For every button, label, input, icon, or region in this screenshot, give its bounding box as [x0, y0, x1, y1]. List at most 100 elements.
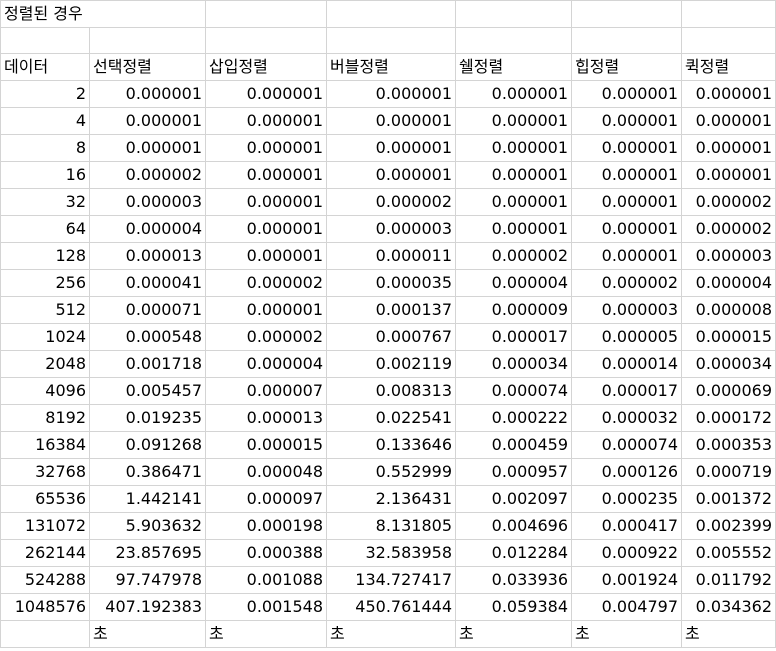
data-size-cell[interactable]: 256: [0, 269, 90, 297]
time-cell[interactable]: 0.000001: [571, 134, 682, 162]
empty-cell[interactable]: [681, 0, 776, 28]
time-cell[interactable]: 0.000001: [681, 134, 776, 162]
time-cell[interactable]: 0.000003: [326, 215, 456, 243]
time-cell[interactable]: 0.000013: [205, 404, 327, 432]
time-cell[interactable]: 0.000548: [89, 323, 206, 351]
time-cell[interactable]: 0.000001: [571, 161, 682, 189]
time-cell[interactable]: 0.000011: [326, 242, 456, 270]
header-cell[interactable]: 데이터: [0, 53, 90, 81]
time-cell[interactable]: 0.004696: [455, 512, 572, 540]
time-cell[interactable]: 0.001548: [205, 593, 327, 621]
time-cell[interactable]: 0.000005: [571, 323, 682, 351]
data-size-cell[interactable]: 2048: [0, 350, 90, 378]
time-cell[interactable]: 0.008313: [326, 377, 456, 405]
time-cell[interactable]: 0.000001: [681, 161, 776, 189]
time-cell[interactable]: 450.761444: [326, 593, 456, 621]
time-cell[interactable]: 0.000017: [571, 377, 682, 405]
time-cell[interactable]: 97.747978: [89, 566, 206, 594]
time-cell[interactable]: 0.000172: [681, 404, 776, 432]
time-cell[interactable]: 0.000001: [89, 107, 206, 135]
data-size-cell[interactable]: 524288: [0, 566, 90, 594]
header-cell[interactable]: 힙정렬: [571, 53, 682, 81]
time-cell[interactable]: 0.000001: [205, 134, 327, 162]
time-cell[interactable]: 0.000002: [571, 269, 682, 297]
time-cell[interactable]: 0.000922: [571, 539, 682, 567]
time-cell[interactable]: 0.000014: [571, 350, 682, 378]
unit-cell[interactable]: 초: [681, 620, 776, 648]
time-cell[interactable]: 0.000235: [571, 485, 682, 513]
time-cell[interactable]: 0.000015: [205, 431, 327, 459]
time-cell[interactable]: 0.000048: [205, 458, 327, 486]
time-cell[interactable]: 32.583958: [326, 539, 456, 567]
empty-cell[interactable]: [571, 27, 682, 54]
time-cell[interactable]: 0.000034: [681, 350, 776, 378]
time-cell[interactable]: 0.000198: [205, 512, 327, 540]
time-cell[interactable]: 0.000001: [571, 242, 682, 270]
data-size-cell[interactable]: 16: [0, 161, 90, 189]
empty-cell[interactable]: [326, 0, 456, 28]
time-cell[interactable]: 0.000035: [326, 269, 456, 297]
time-cell[interactable]: 0.000001: [326, 80, 456, 108]
empty-cell[interactable]: [89, 27, 206, 54]
time-cell[interactable]: 0.000004: [681, 269, 776, 297]
data-size-cell[interactable]: 32768: [0, 458, 90, 486]
time-cell[interactable]: 0.000001: [205, 161, 327, 189]
time-cell[interactable]: 0.000002: [681, 215, 776, 243]
time-cell[interactable]: 0.000004: [205, 350, 327, 378]
empty-cell[interactable]: [0, 27, 90, 54]
time-cell[interactable]: 0.000001: [455, 134, 572, 162]
time-cell[interactable]: 0.000004: [89, 215, 206, 243]
time-cell[interactable]: 0.000004: [455, 269, 572, 297]
time-cell[interactable]: 0.000002: [455, 242, 572, 270]
time-cell[interactable]: 0.000001: [205, 188, 327, 216]
data-size-cell[interactable]: 8192: [0, 404, 90, 432]
empty-cell[interactable]: [681, 27, 776, 54]
time-cell[interactable]: 0.000009: [455, 296, 572, 324]
time-cell[interactable]: 0.000126: [571, 458, 682, 486]
time-cell[interactable]: 5.903632: [89, 512, 206, 540]
time-cell[interactable]: 0.002097: [455, 485, 572, 513]
time-cell[interactable]: 1.442141: [89, 485, 206, 513]
time-cell[interactable]: 0.034362: [681, 593, 776, 621]
time-cell[interactable]: 0.004797: [571, 593, 682, 621]
time-cell[interactable]: 0.000001: [326, 134, 456, 162]
time-cell[interactable]: 0.001718: [89, 350, 206, 378]
time-cell[interactable]: 0.552999: [326, 458, 456, 486]
data-size-cell[interactable]: 262144: [0, 539, 90, 567]
data-size-cell[interactable]: 32: [0, 188, 90, 216]
data-size-cell[interactable]: 4096: [0, 377, 90, 405]
empty-cell[interactable]: [205, 27, 327, 54]
time-cell[interactable]: 0.000001: [89, 80, 206, 108]
time-cell[interactable]: 0.000007: [205, 377, 327, 405]
time-cell[interactable]: 0.000069: [681, 377, 776, 405]
data-size-cell[interactable]: 8: [0, 134, 90, 162]
time-cell[interactable]: 8.131805: [326, 512, 456, 540]
time-cell[interactable]: 0.000001: [571, 215, 682, 243]
time-cell[interactable]: 0.000034: [455, 350, 572, 378]
time-cell[interactable]: 0.000002: [205, 323, 327, 351]
header-cell[interactable]: 버블정렬: [326, 53, 456, 81]
header-cell[interactable]: 선택정렬: [89, 53, 206, 81]
time-cell[interactable]: 0.011792: [681, 566, 776, 594]
unit-cell[interactable]: [0, 620, 90, 648]
time-cell[interactable]: 0.000353: [681, 431, 776, 459]
time-cell[interactable]: 0.000003: [681, 242, 776, 270]
time-cell[interactable]: 0.000388: [205, 539, 327, 567]
time-cell[interactable]: 0.133646: [326, 431, 456, 459]
data-size-cell[interactable]: 64: [0, 215, 90, 243]
header-cell[interactable]: 쉘정렬: [455, 53, 572, 81]
empty-cell[interactable]: [455, 27, 572, 54]
time-cell[interactable]: 0.000137: [326, 296, 456, 324]
time-cell[interactable]: 0.000001: [205, 242, 327, 270]
time-cell[interactable]: 0.000001: [89, 134, 206, 162]
time-cell[interactable]: 0.019235: [89, 404, 206, 432]
empty-cell[interactable]: [326, 27, 456, 54]
header-cell[interactable]: 삽입정렬: [205, 53, 327, 81]
time-cell[interactable]: 0.000003: [571, 296, 682, 324]
time-cell[interactable]: 0.005457: [89, 377, 206, 405]
time-cell[interactable]: 0.000001: [455, 80, 572, 108]
time-cell[interactable]: 0.059384: [455, 593, 572, 621]
header-cell[interactable]: 퀵정렬: [681, 53, 776, 81]
time-cell[interactable]: 0.000001: [571, 80, 682, 108]
time-cell[interactable]: 0.000001: [205, 215, 327, 243]
